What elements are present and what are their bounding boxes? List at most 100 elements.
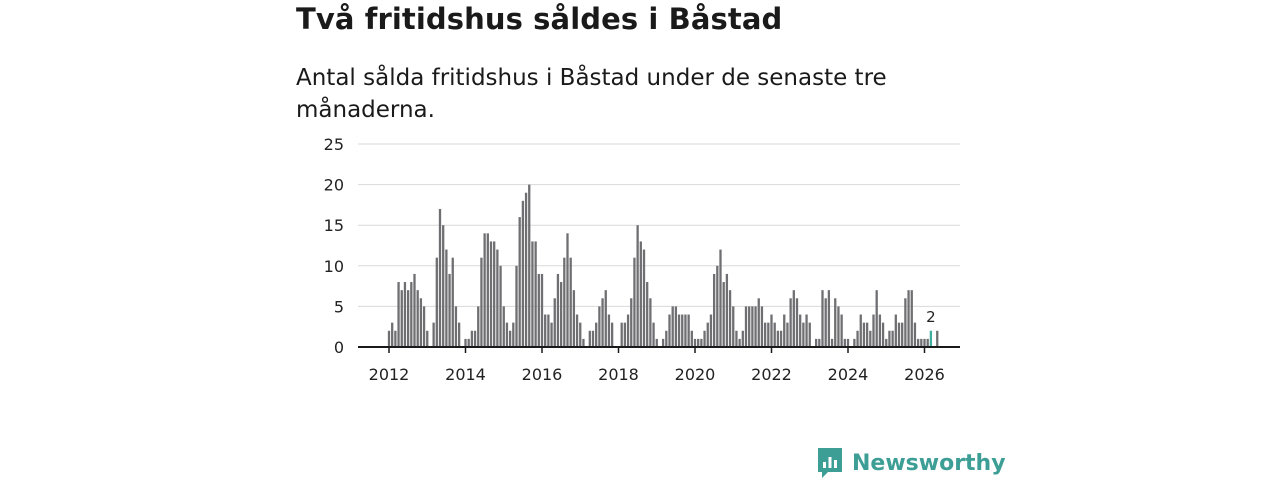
bar <box>387 330 391 347</box>
bar <box>445 249 448 347</box>
bar <box>470 330 474 347</box>
x-tick-label: 2020 <box>675 365 716 384</box>
bar <box>684 314 687 347</box>
bar <box>888 330 891 347</box>
bar <box>808 322 811 347</box>
bar <box>394 330 397 347</box>
bar <box>566 233 569 347</box>
bar <box>821 290 824 347</box>
x-tick-label: 2024 <box>828 365 869 384</box>
bar <box>448 273 451 347</box>
bar <box>789 298 792 347</box>
bar <box>598 306 601 347</box>
brand-logo[interactable]: Newsworthy <box>816 446 1006 480</box>
bar <box>623 322 627 347</box>
bar <box>843 338 846 347</box>
y-tick-label: 0 <box>334 338 344 357</box>
bar <box>556 273 560 347</box>
bar <box>496 249 499 347</box>
bar <box>591 330 595 347</box>
bar <box>642 249 646 347</box>
brand-name: Newsworthy <box>852 450 1006 476</box>
bar <box>508 330 512 347</box>
bar <box>671 306 674 347</box>
bar <box>770 314 773 347</box>
bar <box>865 322 869 347</box>
bar <box>830 338 834 347</box>
bar <box>875 290 878 347</box>
bar <box>728 290 732 347</box>
x-tick-label: 2014 <box>445 365 486 384</box>
bar <box>837 306 840 347</box>
bar <box>700 338 703 347</box>
bar <box>477 306 480 347</box>
bar <box>524 192 528 347</box>
bar <box>687 314 690 347</box>
bar <box>438 208 442 347</box>
bar <box>486 233 489 347</box>
bar <box>451 257 454 347</box>
bar <box>633 257 636 347</box>
bar <box>681 314 684 347</box>
bar <box>799 314 802 347</box>
bar <box>792 290 795 347</box>
bar <box>920 338 923 347</box>
bar <box>732 306 735 347</box>
bar <box>802 322 805 347</box>
bar <box>499 265 502 347</box>
bar <box>406 290 410 347</box>
x-tick-label: 2012 <box>369 365 410 384</box>
bar <box>649 298 652 347</box>
bar <box>827 290 831 347</box>
bar <box>512 322 515 347</box>
bar <box>840 314 843 347</box>
bar <box>665 330 668 347</box>
bar <box>416 290 419 347</box>
bar <box>677 314 681 347</box>
bar <box>878 314 882 347</box>
bar <box>582 338 585 347</box>
bar <box>544 314 547 347</box>
bar <box>674 306 678 347</box>
bar <box>636 225 639 347</box>
bar <box>652 322 655 347</box>
bar <box>579 322 582 347</box>
y-tick-label: 25 <box>324 135 344 154</box>
bar <box>693 338 697 347</box>
bar <box>607 314 611 347</box>
bar <box>776 330 780 347</box>
bar <box>763 322 767 347</box>
bar <box>936 330 939 347</box>
bar <box>709 314 713 347</box>
x-tick-label: 2022 <box>751 365 792 384</box>
bar <box>400 290 403 347</box>
bar <box>881 322 885 347</box>
bar <box>859 314 862 347</box>
bar <box>493 241 496 347</box>
bar <box>473 330 477 347</box>
bar <box>397 282 400 347</box>
bar <box>735 330 738 347</box>
bar <box>426 330 429 347</box>
x-tick-label: 2018 <box>598 365 639 384</box>
chart-title: Två fritidshus såldes i Båstad <box>296 2 783 36</box>
y-tick-label: 20 <box>324 176 344 195</box>
bar <box>916 338 920 347</box>
bar <box>531 241 534 347</box>
bar <box>716 265 719 347</box>
bar <box>754 306 757 347</box>
bar <box>773 322 776 347</box>
bar <box>738 338 741 347</box>
bar <box>824 298 827 347</box>
bar <box>515 265 518 347</box>
bar <box>894 314 897 347</box>
bar <box>550 322 553 347</box>
highlight-data-label: 2 <box>926 308 936 326</box>
chart-subtitle: Antal sålda fritidshus i Båstad under de… <box>296 65 887 123</box>
bar <box>783 314 786 347</box>
bar <box>435 257 438 347</box>
bar <box>779 330 783 347</box>
bar <box>442 225 445 347</box>
x-tick-label: 2016 <box>522 365 563 384</box>
